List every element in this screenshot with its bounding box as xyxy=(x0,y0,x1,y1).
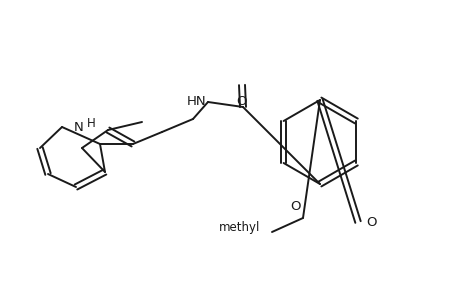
Text: O: O xyxy=(365,215,375,229)
Text: HN: HN xyxy=(186,94,206,107)
Text: methyl: methyl xyxy=(218,221,259,235)
Text: O: O xyxy=(236,95,247,108)
Text: N: N xyxy=(74,121,84,134)
Text: H: H xyxy=(87,117,95,130)
Text: O: O xyxy=(290,200,300,213)
